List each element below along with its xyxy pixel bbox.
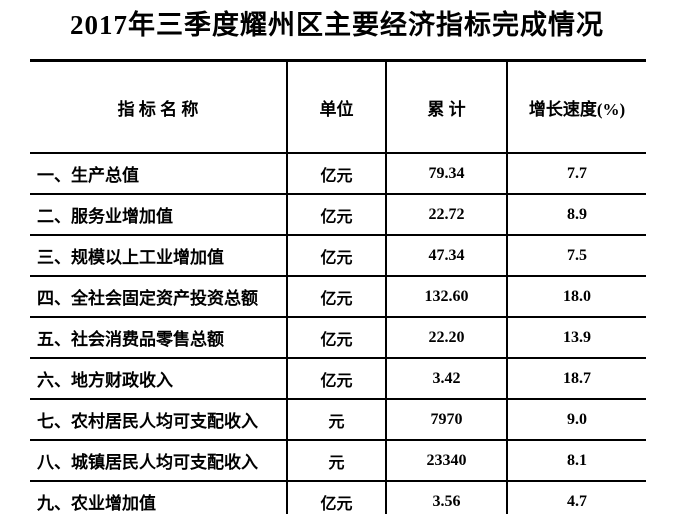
cumulative-cell: 23340 [385, 440, 507, 482]
table-row: 七、农村居民人均可支配收入 元 7970 9.0 [30, 399, 646, 441]
header-growth-rate: 增长速度(%) [506, 60, 646, 154]
table-row: 四、全社会固定资产投资总额 亿元 132.60 18.0 [30, 276, 646, 318]
unit-cell: 亿元 [286, 317, 386, 359]
unit-cell: 亿元 [286, 194, 386, 236]
growth-cell: 8.9 [506, 194, 646, 236]
indicator-name-cell: 一、生产总值 [30, 153, 287, 195]
indicators-table: 指 标 名 称 单位 累 计 增长速度(%) 一、生产总值 亿元 79.34 7… [30, 59, 646, 514]
indicator-name-cell: 六、地方财政收入 [30, 358, 287, 400]
cumulative-cell: 3.42 [385, 358, 507, 400]
table-header-row: 指 标 名 称 单位 累 计 增长速度(%) [30, 60, 646, 154]
cumulative-cell: 132.60 [385, 276, 507, 318]
growth-cell: 18.0 [506, 276, 646, 318]
indicator-name-cell: 四、全社会固定资产投资总额 [30, 276, 287, 318]
growth-cell: 8.1 [506, 440, 646, 482]
unit-cell: 亿元 [286, 276, 386, 318]
table-row: 三、规模以上工业增加值 亿元 47.34 7.5 [30, 235, 646, 277]
indicator-name-cell: 二、服务业增加值 [30, 194, 287, 236]
indicator-name-cell: 五、社会消费品零售总额 [30, 317, 287, 359]
unit-cell: 亿元 [286, 153, 386, 195]
cumulative-cell: 22.20 [385, 317, 507, 359]
cumulative-cell: 79.34 [385, 153, 507, 195]
table-row: 二、服务业增加值 亿元 22.72 8.9 [30, 194, 646, 236]
unit-cell: 亿元 [286, 235, 386, 277]
indicator-name-cell: 七、农村居民人均可支配收入 [30, 399, 287, 441]
unit-cell: 元 [286, 399, 386, 441]
table-row: 一、生产总值 亿元 79.34 7.7 [30, 153, 646, 195]
growth-cell: 18.7 [506, 358, 646, 400]
growth-cell: 7.7 [506, 153, 646, 195]
page-title: 2017年三季度耀州区主要经济指标完成情况 [70, 10, 604, 40]
cumulative-cell: 3.56 [385, 481, 507, 514]
growth-cell: 9.0 [506, 399, 646, 441]
indicator-name-cell: 八、城镇居民人均可支配收入 [30, 440, 287, 482]
indicator-name-cell: 三、规模以上工业增加值 [30, 235, 287, 277]
header-unit: 单位 [286, 60, 386, 154]
growth-cell: 4.7 [506, 481, 646, 514]
table-row: 五、社会消费品零售总额 亿元 22.20 13.9 [30, 317, 646, 359]
table-row: 八、城镇居民人均可支配收入 元 23340 8.1 [30, 440, 646, 482]
table-row: 六、地方财政收入 亿元 3.42 18.7 [30, 358, 646, 400]
unit-cell: 元 [286, 440, 386, 482]
cumulative-cell: 7970 [385, 399, 507, 441]
header-cumulative: 累 计 [385, 60, 507, 154]
cumulative-cell: 47.34 [385, 235, 507, 277]
cumulative-cell: 22.72 [385, 194, 507, 236]
indicator-name-cell: 九、农业增加值 [30, 481, 287, 514]
growth-cell: 13.9 [506, 317, 646, 359]
unit-cell: 亿元 [286, 358, 386, 400]
header-indicator-name: 指 标 名 称 [30, 60, 287, 154]
table-row: 九、农业增加值 亿元 3.56 4.7 [30, 481, 646, 514]
growth-cell: 7.5 [506, 235, 646, 277]
unit-cell: 亿元 [286, 481, 386, 514]
